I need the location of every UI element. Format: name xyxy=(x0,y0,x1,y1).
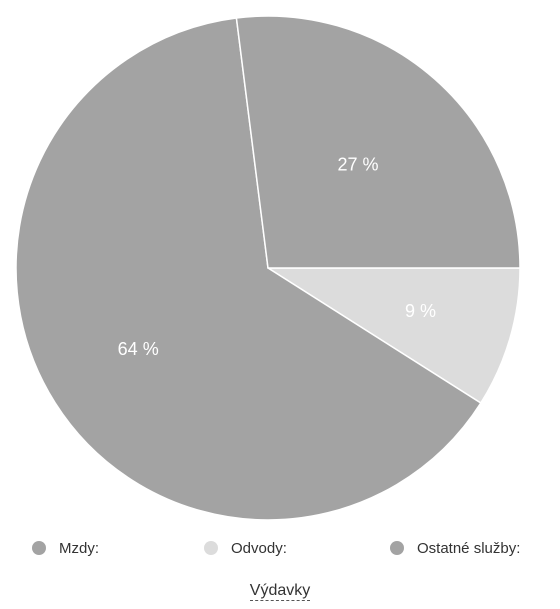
legend-label-ostatne-sluzby: Ostatné služby: xyxy=(417,539,521,557)
chart-title: Výdavky xyxy=(0,582,560,601)
legend-item-mzdy[interactable]: Mzdy: xyxy=(32,533,99,563)
label-ostatne-sluzby: 27 % xyxy=(337,155,378,175)
slice-ostatne-sluzby[interactable] xyxy=(235,15,521,269)
pie-slices xyxy=(15,15,521,520)
chart-title-text: Výdavky xyxy=(249,582,311,601)
legend: Mzdy: Odvody: Ostatné služby: xyxy=(0,533,560,563)
slice-mzdy[interactable] xyxy=(15,17,482,520)
legend-label-mzdy: Mzdy: xyxy=(59,539,100,557)
label-odvody: 9 % xyxy=(405,301,436,321)
legend-item-ostatne-sluzby[interactable]: Ostatné služby: xyxy=(390,533,520,563)
slice-odvody[interactable] xyxy=(265,267,521,405)
legend-swatch-odvody xyxy=(204,541,218,555)
legend-label-odvody: Odvody: xyxy=(231,539,287,557)
legend-swatch-mzdy xyxy=(32,541,46,555)
legend-swatch-ostatne-sluzby xyxy=(390,541,404,555)
pie-data-labels: 9 % 64 % 27 % xyxy=(118,155,436,360)
pie-chart: 9 % 64 % 27 % xyxy=(15,15,521,520)
label-mzdy: 64 % xyxy=(118,339,159,359)
legend-item-odvody[interactable]: Odvody: xyxy=(204,533,287,563)
